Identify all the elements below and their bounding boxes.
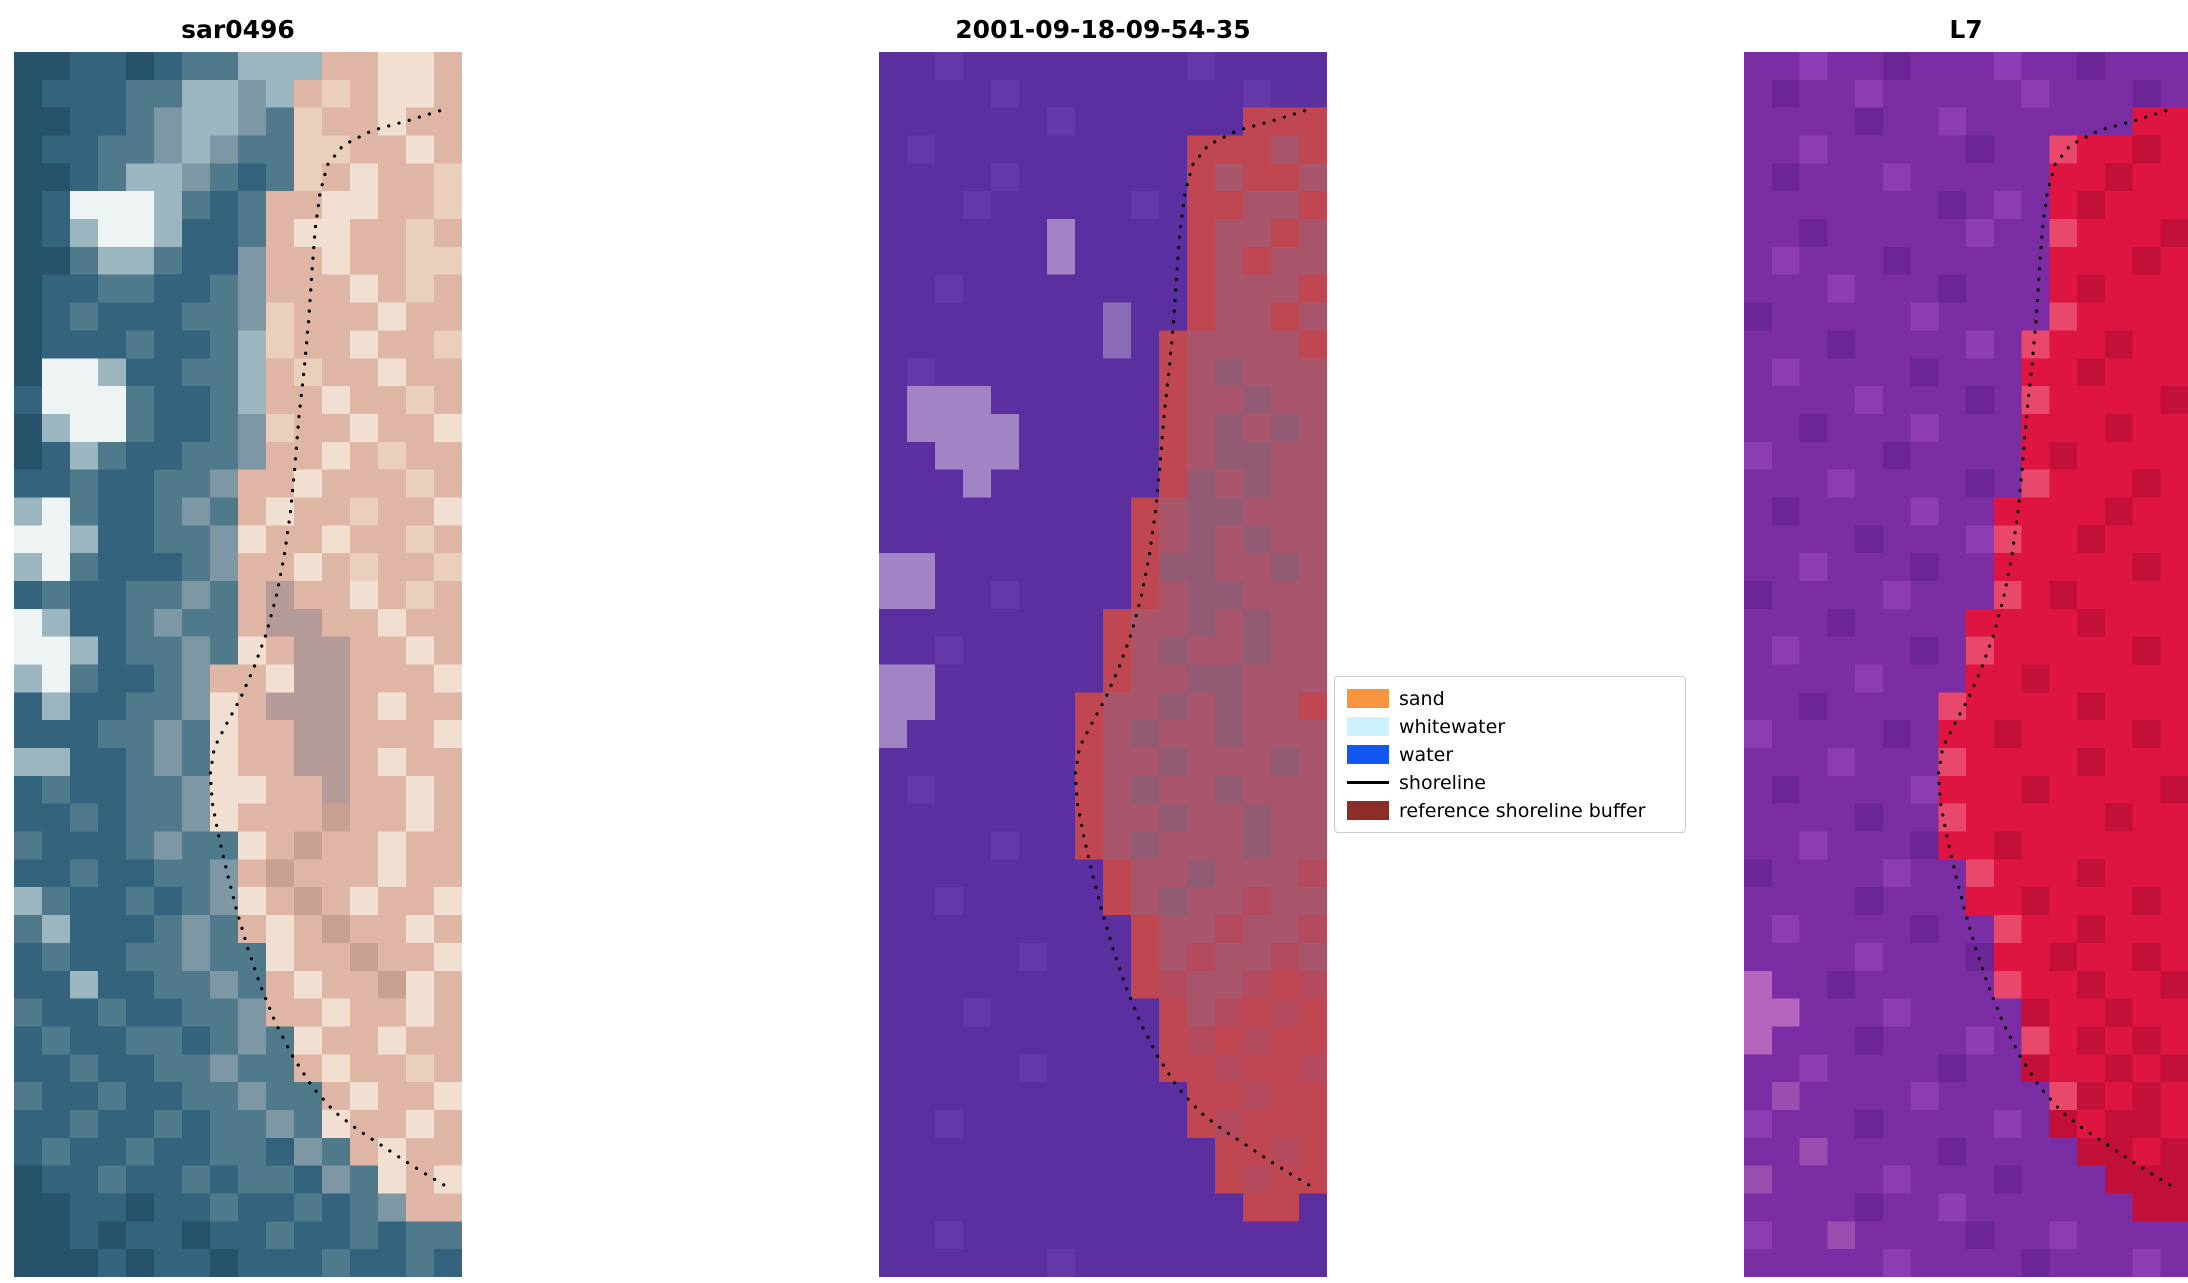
legend-label: sand — [1399, 687, 1445, 710]
shoreline-dots — [208, 109, 448, 1189]
sar-image-canvas — [14, 52, 462, 1277]
panel-sar-image — [14, 52, 462, 1277]
reference-shoreline-buffer-swatch — [1347, 801, 1389, 820]
legend-entry-sand: sand — [1347, 685, 1673, 712]
panel-title-classified-date: 2001-09-18-09-54-35 — [955, 15, 1251, 44]
legend-entry-water: water — [1347, 741, 1673, 768]
legend-entry-shoreline: shoreline — [1347, 769, 1673, 796]
shoreline-line-swatch — [1347, 781, 1389, 784]
shoreline-overlay — [1936, 109, 2175, 1189]
legend: sand whitewater water shoreline referenc… — [1334, 676, 1686, 833]
legend-entry-reference-shoreline-buffer: reference shoreline buffer — [1347, 797, 1673, 824]
whitewater-swatch — [1347, 717, 1389, 736]
legend-label: reference shoreline buffer — [1399, 799, 1646, 822]
sand-swatch — [1347, 689, 1389, 708]
legend-entry-whitewater: whitewater — [1347, 713, 1673, 740]
panel-l7-image — [1744, 52, 2188, 1277]
panel-title-sar: sar0496 — [181, 15, 295, 44]
legend-label: shoreline — [1399, 771, 1486, 794]
shoreline-overlay — [208, 109, 448, 1189]
legend-label: water — [1399, 743, 1454, 766]
shoreline-dots — [1073, 109, 1313, 1189]
legend-label: whitewater — [1399, 715, 1506, 738]
l7-image-canvas — [1744, 52, 2188, 1277]
classified-image-canvas — [879, 52, 1327, 1277]
shoreline-overlay — [1073, 109, 1313, 1189]
shoreline-dots — [1936, 109, 2175, 1189]
panel-classified-image — [879, 52, 1327, 1277]
water-swatch — [1347, 745, 1389, 764]
panel-title-l7: L7 — [1949, 15, 1983, 44]
